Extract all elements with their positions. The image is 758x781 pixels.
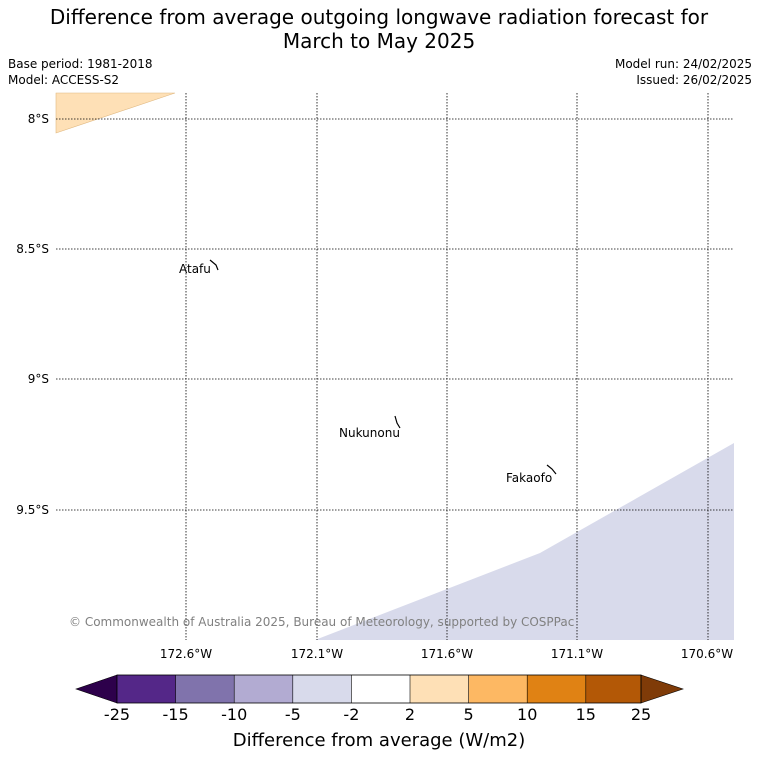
colorbar-tick-3: -5 (285, 705, 301, 724)
colorbar-tick-0: -25 (104, 705, 130, 724)
place-label-fakaofo: Fakaofo (506, 471, 552, 485)
atafu-coastline (209, 259, 219, 271)
lon-label-172-6w: 172.6°W (160, 647, 212, 661)
model-text: Model: ACCESS-S2 (8, 73, 120, 87)
place-label-nukunonu: Nukunonu (339, 426, 400, 440)
colorbar-tick-2: -10 (221, 705, 247, 724)
colorbar-segment-7 (468, 675, 528, 703)
negative-anomaly-area (315, 443, 734, 640)
lon-label-172-1w: 172.1°W (291, 647, 343, 661)
lat-label-9s: 9°S (28, 372, 49, 386)
colorbar-segment-1 (117, 675, 176, 703)
lat-label-9-5s: 9.5°S (16, 503, 49, 517)
fakaofo-coastline (546, 464, 557, 475)
map-title: Difference from average outgoing longwav… (0, 5, 758, 53)
model-run-text: Model run: 24/02/2025 (614, 57, 752, 71)
colorbar-outline (116, 674, 642, 704)
colorbar-segment-8 (527, 675, 586, 703)
colorbar-low-extension (75, 674, 118, 704)
place-label-atafu: Atafu (179, 262, 211, 276)
issued-text: Issued: 26/02/2025 (636, 73, 752, 87)
colorbar-segment-5 (351, 675, 410, 703)
lat-label-8s: 8°S (28, 112, 49, 126)
colorbar-tick-8: 15 (576, 705, 596, 724)
base-period-text: Base period: 1981-2018 (8, 57, 153, 71)
colorbar-tick-1: -15 (163, 705, 189, 724)
map-panel: 8°S 8.5°S 9°S 9.5°S 172.6°W 172.1°W 171.… (16, 92, 734, 661)
colorbar-tick-9: 25 (631, 705, 651, 724)
meta-left: Base period: 1981-2018 Model: ACCESS-S2 (8, 56, 153, 88)
positive-anomaly-area (55, 92, 176, 134)
colorbar-tick-6: 5 (464, 705, 474, 724)
longitude-gridlines (185, 93, 709, 640)
copyright-text: © Commonwealth of Australia 2025, Bureau… (69, 615, 574, 629)
lat-label-8-5s: 8.5°S (16, 242, 49, 256)
colorbar-segment-2 (175, 675, 235, 703)
colorbar-segment-9 (585, 675, 641, 703)
lon-label-170-6w: 170.6°W (681, 647, 733, 661)
title-line-1: Difference from average outgoing longwav… (49, 5, 709, 29)
colorbar-high-extension (640, 674, 684, 704)
colorbar: -25 -15 -10 -5 -2 2 5 10 15 25 (75, 674, 684, 724)
colorbar-segment-3 (234, 675, 293, 703)
colorbar-tick-7: 10 (517, 705, 537, 724)
lon-label-171-1w: 171.1°W (551, 647, 603, 661)
colorbar-segment-6 (410, 675, 469, 703)
colorbar-label: Difference from average (W/m2) (232, 730, 526, 751)
nukunonu-coastline (394, 415, 401, 429)
colorbar-tick-5: 2 (405, 705, 415, 724)
latitude-gridlines (56, 118, 734, 511)
colorbar-tick-4: -2 (343, 705, 359, 724)
title-line-2: March to May 2025 (282, 29, 476, 53)
colorbar-segment-4 (292, 675, 352, 703)
lon-label-171-6w: 171.6°W (421, 647, 473, 661)
meta-right: Model run: 24/02/2025 Issued: 26/02/2025 (615, 56, 752, 88)
